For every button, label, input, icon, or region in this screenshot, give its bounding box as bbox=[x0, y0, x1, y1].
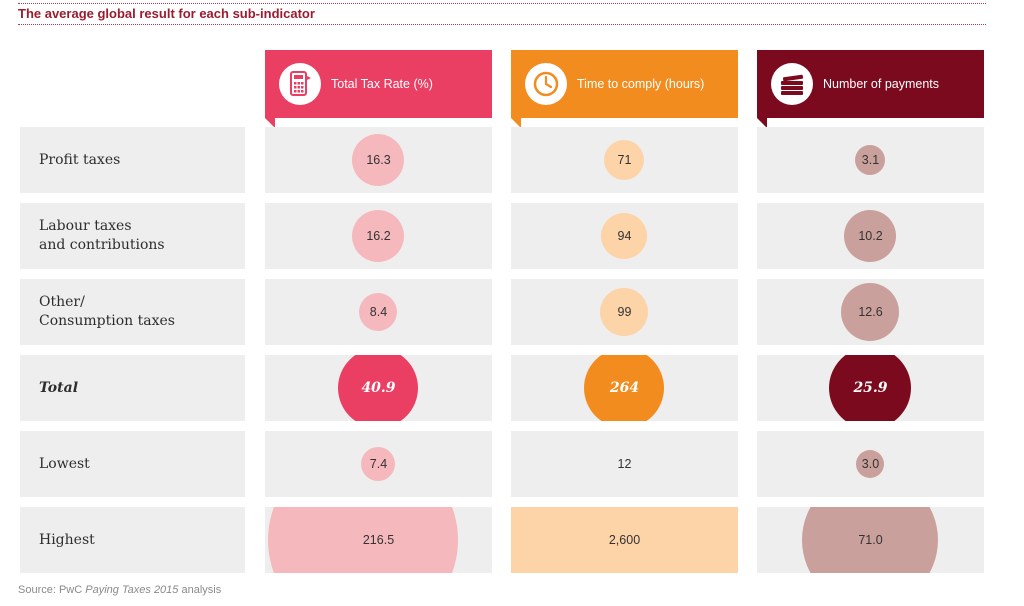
row-label-total: Total bbox=[20, 355, 245, 421]
cell-value: 16.2 bbox=[366, 229, 391, 243]
money-stack-icon bbox=[771, 63, 813, 105]
cell-labour-payments: 10.2 bbox=[757, 203, 984, 269]
cell-lowest-time: 12 bbox=[511, 431, 738, 497]
cell-value: 2,600 bbox=[608, 533, 641, 547]
row-label-lowest: Lowest bbox=[20, 431, 245, 497]
header-total-tax-rate: Total Tax Rate (%) bbox=[265, 50, 492, 128]
cell-value: 12.6 bbox=[858, 305, 883, 319]
cell-profit-time: 71 bbox=[511, 127, 738, 193]
cell-other-time: 99 bbox=[511, 279, 738, 345]
cell-highest-tax-rate: 216.5 bbox=[265, 507, 492, 573]
cell-value: 25.9 bbox=[853, 380, 888, 396]
value-bubble bbox=[600, 288, 648, 336]
value-bubble bbox=[844, 210, 896, 262]
cell-value: 16.3 bbox=[366, 153, 391, 167]
cell-value: 3.1 bbox=[861, 153, 880, 167]
cell-profit-tax-rate: 16.3 bbox=[265, 127, 492, 193]
value-bubble bbox=[601, 213, 647, 259]
cell-value: 7.4 bbox=[369, 457, 388, 471]
cell-value: 12 bbox=[617, 457, 632, 471]
header-number-of-payments: Number of payments bbox=[757, 50, 984, 128]
cell-value: 3.0 bbox=[861, 457, 880, 471]
value-bubble bbox=[802, 507, 938, 573]
cell-lowest-payments: 3.0 bbox=[757, 431, 984, 497]
clock-icon bbox=[525, 63, 567, 105]
value-bubble bbox=[361, 447, 395, 481]
cell-value: 216.5 bbox=[362, 533, 395, 547]
cell-other-tax-rate: 8.4 bbox=[265, 279, 492, 345]
value-bubble bbox=[604, 140, 644, 180]
cell-total-time: 264 bbox=[511, 355, 738, 421]
cell-labour-time: 94 bbox=[511, 203, 738, 269]
cell-value: 10.2 bbox=[858, 229, 883, 243]
value-bubble bbox=[856, 450, 884, 478]
header-label: Time to comply (hours) bbox=[577, 77, 705, 91]
row-label-highest: Highest bbox=[20, 507, 245, 573]
cell-value: 94 bbox=[617, 229, 632, 243]
cell-value: 40.9 bbox=[361, 380, 396, 396]
value-bubble bbox=[855, 145, 885, 175]
value-bubble bbox=[359, 293, 397, 331]
row-label-profit-taxes: Profit taxes bbox=[20, 127, 245, 193]
cell-total-payments: 25.9 bbox=[757, 355, 984, 421]
cell-profit-payments: 3.1 bbox=[757, 127, 984, 193]
cell-value: 71 bbox=[617, 153, 632, 167]
value-bubble bbox=[841, 283, 899, 341]
value-bubble bbox=[584, 355, 664, 421]
cell-value: 8.4 bbox=[369, 305, 388, 319]
cell-highest-payments: 71.0 bbox=[757, 507, 984, 573]
header-label: Total Tax Rate (%) bbox=[331, 77, 433, 91]
value-bubble bbox=[352, 134, 404, 186]
header-time-to-comply: Time to comply (hours) bbox=[511, 50, 738, 128]
source-note: Source: PwC Paying Taxes 2015 analysis bbox=[18, 584, 222, 596]
row-label-labour-taxes: Labour taxes and contributions bbox=[20, 203, 245, 269]
cell-other-payments: 12.6 bbox=[757, 279, 984, 345]
top-divider bbox=[18, 3, 986, 4]
cell-value: 99 bbox=[617, 305, 632, 319]
cell-value: 264 bbox=[609, 380, 640, 396]
cell-value: 71.0 bbox=[858, 533, 883, 547]
value-bubble bbox=[352, 210, 404, 262]
value-bubble bbox=[338, 355, 418, 421]
header-label: Number of payments bbox=[823, 77, 940, 91]
row-label-other-consumption: Other/ Consumption taxes bbox=[20, 279, 245, 345]
value-bubble bbox=[829, 355, 911, 421]
value-bubble bbox=[268, 507, 458, 573]
title-divider bbox=[18, 24, 986, 25]
cell-lowest-tax-rate: 7.4 bbox=[265, 431, 492, 497]
cell-total-tax-rate: 40.9 bbox=[265, 355, 492, 421]
chart-title: The average global result for each sub-i… bbox=[18, 6, 315, 21]
cell-highest-time: 2,600 bbox=[511, 507, 738, 573]
calculator-icon bbox=[279, 63, 321, 105]
cell-labour-tax-rate: 16.2 bbox=[265, 203, 492, 269]
